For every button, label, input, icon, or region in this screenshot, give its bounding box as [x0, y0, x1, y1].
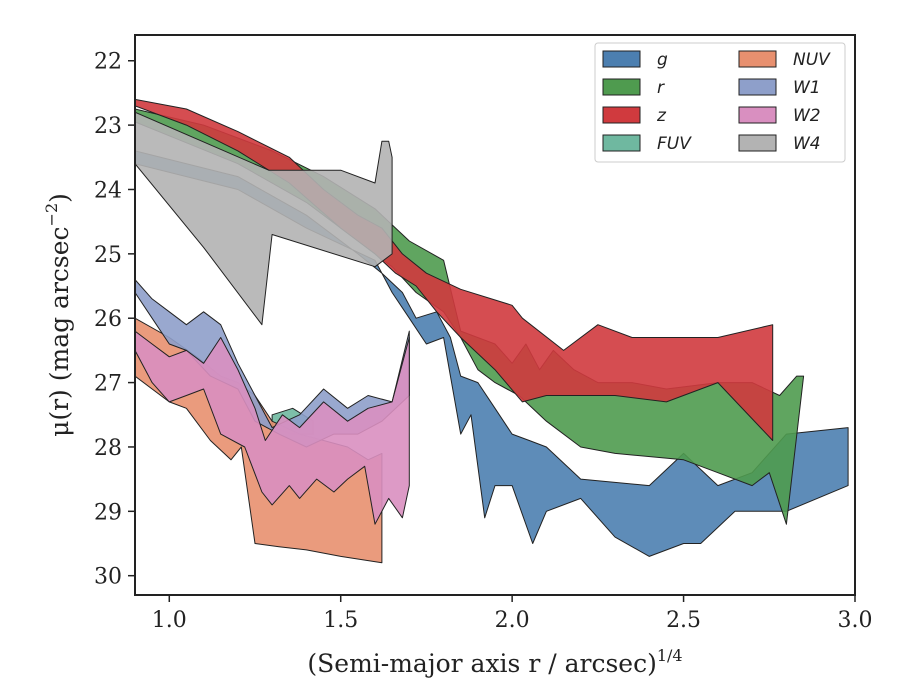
y-tick-label: 28	[94, 436, 122, 461]
legend-swatch-nuv	[738, 50, 777, 68]
plot-frame	[134, 34, 856, 596]
x-tick-label: 1.0	[152, 608, 187, 633]
legend-label-w1: W1	[793, 78, 821, 98]
legend-swatch-g	[602, 50, 641, 68]
y-axis-label-end: )	[45, 193, 74, 203]
band-w4	[135, 111, 393, 326]
legend-swatch-w2	[738, 106, 777, 124]
y-axis-label-superscript: −2	[42, 203, 61, 227]
legend-label-fuv: FUV	[657, 134, 692, 154]
x-axis-label-superscript: 1/4	[657, 646, 683, 665]
y-tick-label: 27	[94, 372, 122, 397]
y-tick-label: 23	[94, 114, 122, 139]
legend-label-w4: W4	[793, 134, 821, 154]
band-g	[135, 150, 849, 557]
legend-swatch-w4	[738, 134, 777, 152]
band-w2	[135, 330, 410, 525]
legend-frame	[594, 42, 846, 163]
x-tick-label: 2.5	[666, 608, 701, 633]
legend-label-g: g	[657, 50, 668, 70]
legend-label-nuv: NUV	[793, 50, 831, 70]
legend: grz FUV NUV W1 W2 W4	[594, 42, 846, 163]
legend-swatch-w1	[738, 78, 777, 96]
y-tick-label: 24	[94, 178, 122, 203]
y-axis-label: μ(r) (mag arcsec−2)	[42, 193, 74, 437]
legend-swatch-z	[602, 106, 641, 124]
x-axis: 1.0 1.5 2.0 2.5 3.0	[152, 595, 873, 633]
legend-label-z: z	[656, 106, 667, 126]
y-tick-label: 29	[94, 500, 122, 525]
legend-label-r: r	[657, 78, 665, 98]
x-axis-label: (Semi-major axis r / arcsec)1/4	[307, 646, 682, 678]
legend-swatch-fuv	[602, 134, 641, 152]
legend-swatch-r	[602, 78, 641, 96]
legend-label-w2: W2	[793, 106, 821, 126]
y-tick-label: 26	[94, 307, 122, 332]
y-axis: 22 23 24 25 26 27 28 29 30	[94, 50, 135, 590]
x-tick-label: 1.5	[323, 608, 358, 633]
series-layer	[135, 98, 849, 564]
y-tick-label: 22	[94, 50, 122, 75]
x-tick-label: 2.0	[495, 608, 530, 633]
x-tick-label: 3.0	[838, 608, 873, 633]
y-tick-label: 30	[94, 565, 122, 590]
y-tick-label: 25	[94, 243, 122, 268]
